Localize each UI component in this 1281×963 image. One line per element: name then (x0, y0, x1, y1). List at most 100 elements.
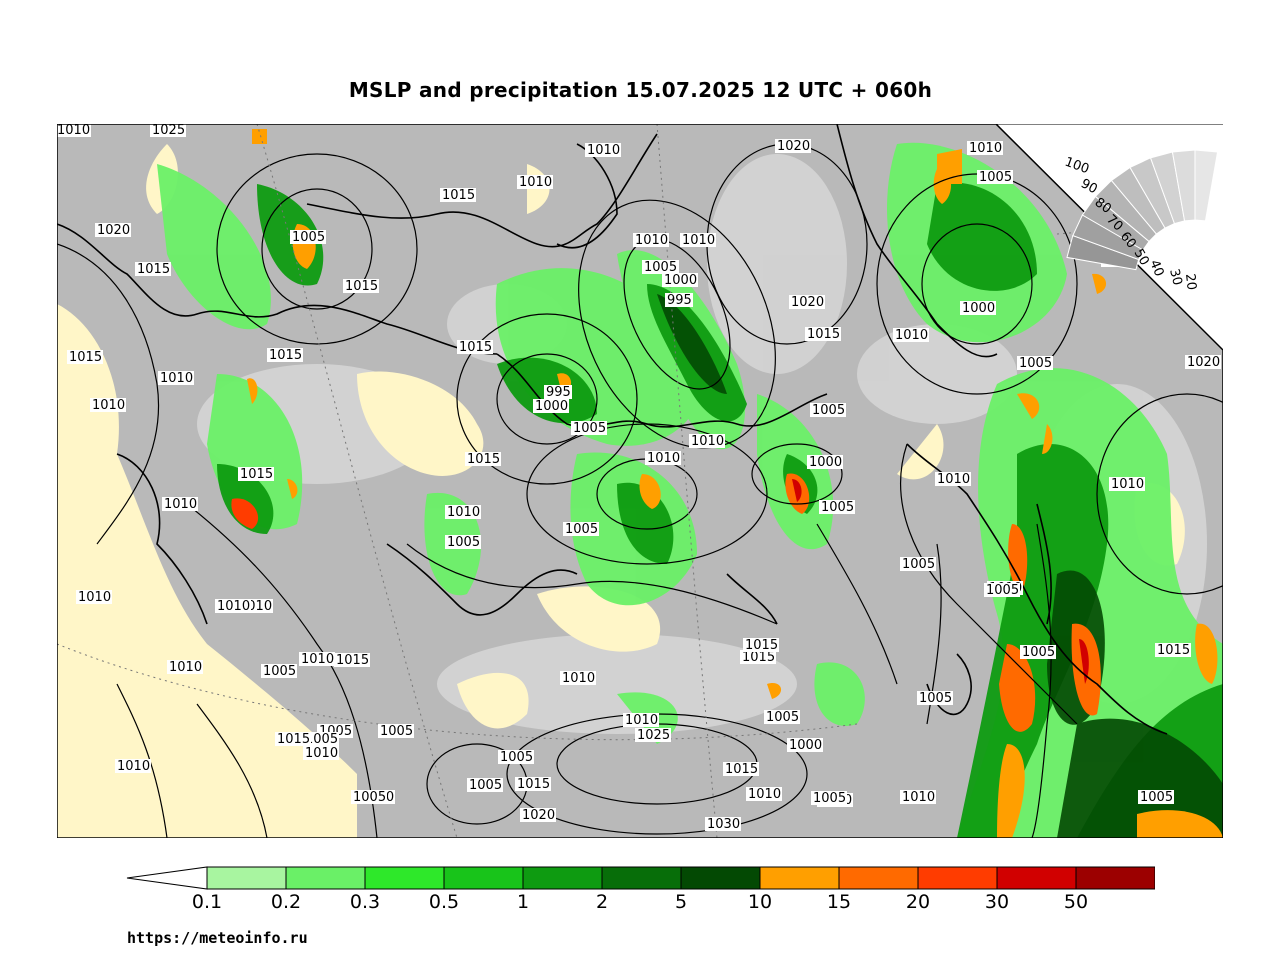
isobar-label: 1015 (277, 732, 310, 747)
colorbar-min-arrow (126, 866, 208, 890)
page-title: MSLP and precipitation 15.07.2025 12 UTC… (348, 78, 933, 102)
isobar-label: 1010 (57, 124, 90, 138)
isobar-label: 1005 (1022, 645, 1055, 660)
isobar-label-bg (893, 328, 929, 342)
isobar-label-bg (807, 455, 843, 469)
isobar-label: 1005 (573, 421, 606, 436)
latitude-scale-label: 90 (1078, 176, 1100, 197)
isobar-label: 1015 (467, 452, 500, 467)
isobar-label-bg (465, 452, 501, 466)
isobar-label-bg (665, 293, 693, 307)
isobar-label: 1020 (522, 808, 555, 823)
isobar-label-bg (787, 738, 823, 752)
colorbar (126, 866, 1155, 890)
colorbar-swatch (522, 866, 603, 890)
isobar-label: 1010 (447, 505, 480, 520)
isobar-label-bg (900, 790, 936, 804)
isobar-label-bg (977, 170, 1013, 184)
watermark[interactable]: https://meteoinfo.ru (127, 929, 308, 947)
isobar-label-bg (1185, 355, 1221, 369)
isobar-label-bg (498, 750, 534, 764)
isobar-label-bg (1138, 790, 1174, 804)
isobar-label: 1010 (647, 451, 680, 466)
isobar-label: 1010 (895, 328, 928, 343)
colorbar-level-label: 0.2 (270, 891, 302, 913)
isobar-label: 1010 (164, 497, 197, 512)
colorbar-swatch (206, 866, 287, 890)
isobar-label-bg (299, 652, 335, 666)
isobar-label-bg (1109, 477, 1145, 491)
isobar-label-bg (544, 385, 572, 399)
colorbar-level-label: 30 (984, 891, 1010, 913)
isobar-label-bg (238, 467, 274, 481)
isobar-label: 1010 (160, 371, 193, 386)
isobar-label: 1015 (240, 467, 273, 482)
colorbar-swatch (364, 866, 445, 890)
isobar-label: 995 (546, 385, 571, 400)
isobar-label-bg (645, 451, 681, 465)
isobar-label-bg (900, 557, 936, 571)
isobar-label-bg (215, 599, 251, 613)
isobar-label: 1015 (336, 653, 369, 668)
colorbar-level-label: 1 (516, 891, 530, 913)
isobar-label: 1015 (269, 348, 302, 363)
isobar-label: 1015 (807, 327, 840, 342)
isobar-label: 1010 (217, 599, 250, 614)
isobar-label: 1010 (92, 398, 125, 413)
colorbar-level-label: 50 (1063, 891, 1089, 913)
isobar-label-bg (764, 710, 800, 724)
isobar-label: 1015 (345, 279, 378, 294)
isobar-label-bg (261, 664, 297, 678)
isobar-label-bg (1155, 643, 1191, 657)
isobar-label-bg (150, 124, 186, 137)
isobar-label: 1015 (1157, 643, 1190, 658)
isobar-label-bg (689, 434, 725, 448)
isobar-label-bg (445, 505, 481, 519)
latitude-scale-label: 100 (1063, 155, 1091, 178)
isobar-label: 1010 (748, 787, 781, 802)
colorbar-swatch (443, 866, 524, 890)
isobar-label: 1015 (69, 350, 102, 365)
isobar-label-bg (67, 350, 103, 364)
isobar-label: 1005 (979, 170, 1012, 185)
isobar-label-bg (811, 791, 847, 805)
colorbar-level-label: 0.5 (428, 891, 460, 913)
isobar-label-bg (515, 777, 551, 791)
isobar-label-bg (520, 808, 556, 822)
isobar-label-bg (76, 590, 112, 604)
isobar-label: 1000 (535, 399, 568, 414)
isobar-label: 1000 (789, 738, 822, 753)
colorbar-swatch (917, 866, 998, 890)
isobar-label-bg (351, 790, 387, 804)
isobar-label: 1000 (962, 301, 995, 316)
latitude-scale-label: 20 (1182, 273, 1199, 291)
isobar-label: 1015 (745, 638, 778, 653)
isobar-label-bg (115, 759, 151, 773)
colorbar-level-label: 5 (674, 891, 688, 913)
isobar-label: 1005 (821, 500, 854, 515)
isobar-label-bg (334, 653, 370, 667)
isobar-label: 1010 (1111, 477, 1144, 492)
isobar-label-bg (967, 141, 1003, 155)
isobar-label-bg (290, 230, 326, 244)
isobar-label: 1010 (691, 434, 724, 449)
isobar-label-bg (810, 403, 846, 417)
isobar-label: 1010 (519, 175, 552, 190)
precip-intense (231, 129, 1223, 838)
latitude-scale-label: 50 (1131, 247, 1152, 269)
isobar-label-bg (1017, 356, 1053, 370)
isobar-label: 1005 (766, 710, 799, 725)
isobar-label-bg (517, 175, 553, 189)
isobar-label-bg (560, 671, 596, 685)
isobar-label: 1010 (305, 746, 338, 761)
isobar-label-bg (723, 762, 759, 776)
isobar-label: 1005 (986, 583, 1019, 598)
isobar-label-bg (935, 472, 971, 486)
isobar-label-bg (440, 188, 476, 202)
isobar-label-bg (343, 279, 379, 293)
isobar-label-bg (740, 650, 776, 664)
isobar-label-bg (743, 638, 779, 652)
isobar-label: 1010 (969, 141, 1002, 156)
isobar-label-bg (267, 348, 303, 362)
